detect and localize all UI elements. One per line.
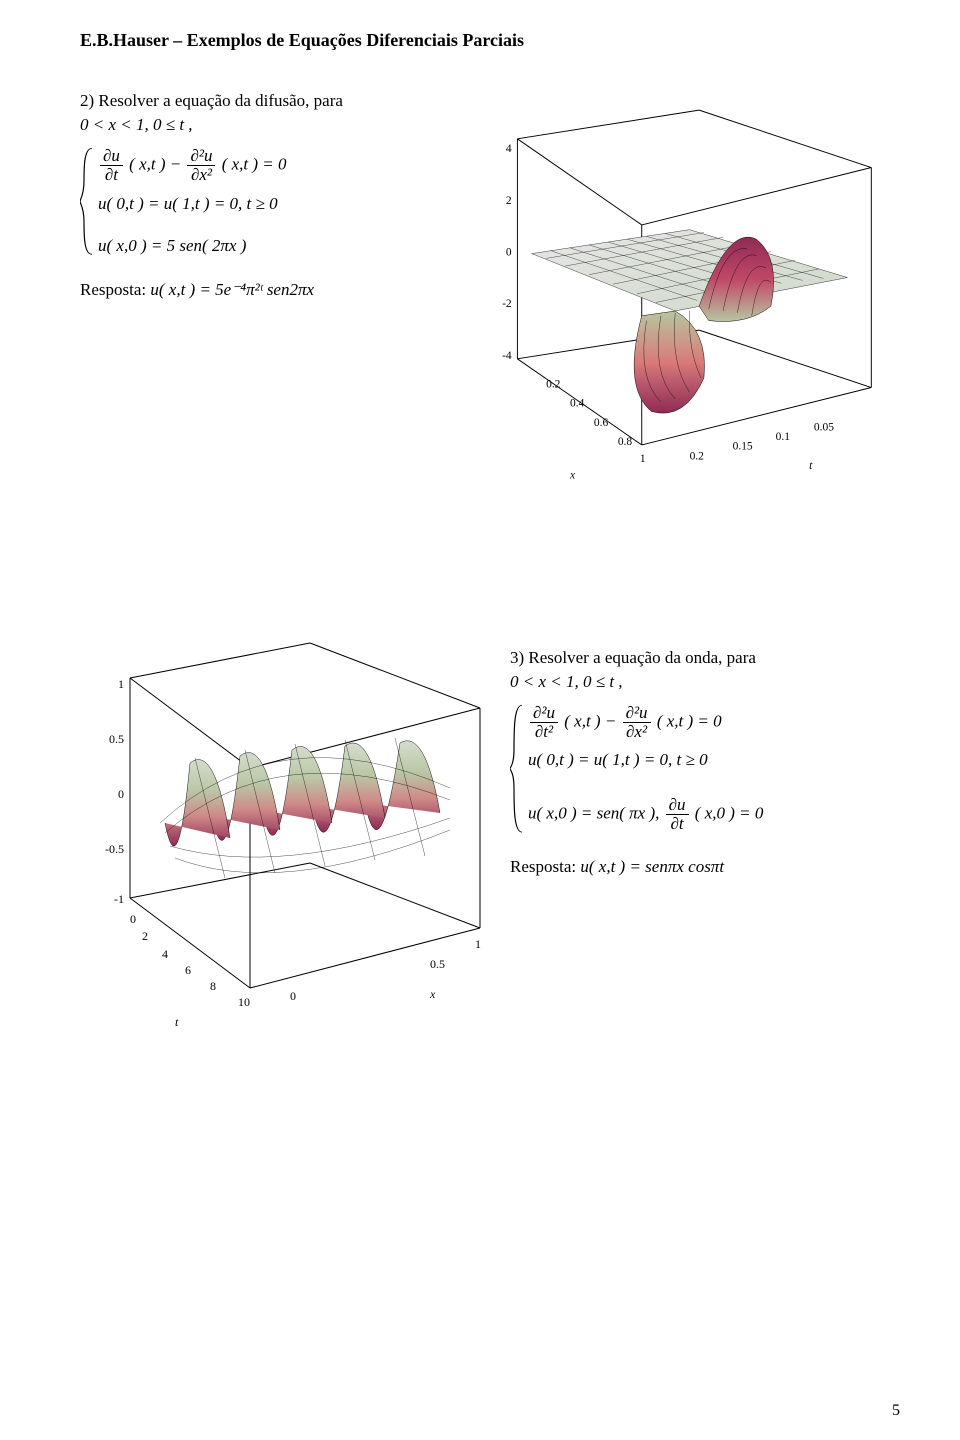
- svg-text:0: 0: [130, 912, 136, 926]
- fraction: ∂²u ∂x²: [623, 704, 651, 741]
- denominator: ∂t: [100, 166, 123, 184]
- brace-icon: [510, 704, 524, 833]
- problem-3-ic: u( x,0 ) = sen( πx ), ∂u ∂t ( x,0 ) = 0: [528, 796, 900, 833]
- page-header: E.B.Hauser – Exemplos de Equações Difere…: [80, 30, 900, 51]
- surface-plot-1: 4 2 0 -2 -4: [460, 91, 900, 493]
- svg-text:0: 0: [290, 989, 296, 1003]
- svg-text:t: t: [175, 1015, 179, 1029]
- problem-2-system: ∂u ∂t ( x,t ) − ∂²u ∂x² ( x,t ) = 0 u( 0…: [80, 147, 460, 256]
- numerator: ∂u: [666, 796, 689, 815]
- svg-text:-4: -4: [502, 350, 512, 362]
- problem-3-title: 3) Resolver a equação da onda, para: [510, 648, 900, 668]
- svg-text:0: 0: [118, 787, 124, 801]
- problem-3-plot: 1 0.5 0 -0.5 -1: [80, 618, 510, 1043]
- svg-text:4: 4: [162, 947, 168, 961]
- svg-text:0.15: 0.15: [733, 441, 753, 453]
- denominator: ∂x²: [623, 723, 651, 741]
- svg-text:2: 2: [142, 929, 148, 943]
- problem-2-bc: u( 0,t ) = u( 1,t ) = 0, t ≥ 0: [98, 194, 460, 214]
- problem-3-response: Resposta: u( x,t ) = senπx cosπt: [510, 857, 900, 877]
- svg-text:0.5: 0.5: [430, 957, 445, 971]
- svg-text:10: 10: [238, 995, 250, 1009]
- math-text: ( x,t ) −: [129, 154, 181, 173]
- problem-2-row: 2) Resolver a equação da difusão, para 0…: [80, 91, 900, 498]
- fraction: ∂²u ∂t²: [530, 704, 558, 741]
- svg-text:0: 0: [506, 247, 512, 259]
- svg-text:0.5: 0.5: [109, 732, 124, 746]
- page-number: 5: [892, 1402, 900, 1420]
- numerator: ∂u: [100, 147, 123, 166]
- problem-2-ic: u( x,0 ) = 5 sen( 2πx ): [98, 236, 460, 256]
- svg-text:2: 2: [506, 195, 512, 207]
- response-label: Resposta:: [510, 857, 580, 876]
- problem-3-bc: u( 0,t ) = u( 1,t ) = 0, t ≥ 0: [528, 750, 900, 770]
- svg-text:6: 6: [185, 963, 191, 977]
- svg-text:x: x: [569, 469, 575, 481]
- svg-text:-2: -2: [502, 298, 512, 310]
- numerator: ∂²u: [187, 147, 215, 166]
- problem-3-pde: ∂²u ∂t² ( x,t ) − ∂²u ∂x² ( x,t ) = 0: [528, 704, 900, 741]
- svg-text:0.2: 0.2: [546, 379, 561, 391]
- denominator: ∂t: [666, 815, 689, 833]
- problem-2-response: Resposta: u( x,t ) = 5e⁻⁴π²ᵗ sen2πx: [80, 280, 460, 300]
- math-text: ( x,t ) −: [564, 711, 616, 730]
- svg-text:-1: -1: [114, 892, 124, 906]
- problem-3-text: 3) Resolver a equação da onda, para 0 < …: [510, 618, 900, 877]
- svg-text:1: 1: [475, 937, 481, 951]
- problem-2-pde: ∂u ∂t ( x,t ) − ∂²u ∂x² ( x,t ) = 0: [98, 147, 460, 184]
- svg-text:1: 1: [118, 677, 124, 691]
- denominator: ∂x²: [187, 166, 215, 184]
- svg-text:1: 1: [640, 453, 646, 465]
- problem-2-plot: 4 2 0 -2 -4: [460, 91, 900, 498]
- problem-3-domain: 0 < x < 1, 0 ≤ t ,: [510, 672, 900, 692]
- svg-text:0.1: 0.1: [776, 431, 791, 443]
- svg-text:x: x: [429, 987, 436, 1001]
- svg-text:8: 8: [210, 979, 216, 993]
- problem-2-title: 2) Resolver a equação da difusão, para: [80, 91, 460, 111]
- problem-2-text: 2) Resolver a equação da difusão, para 0…: [80, 91, 460, 300]
- svg-text:0.4: 0.4: [570, 398, 585, 410]
- math-text: ( x,t ) = 0: [657, 711, 722, 730]
- svg-text:t: t: [809, 460, 813, 472]
- problem-3-system: ∂²u ∂t² ( x,t ) − ∂²u ∂x² ( x,t ) = 0 u(…: [510, 704, 900, 833]
- svg-text:4: 4: [506, 143, 512, 155]
- denominator: ∂t²: [530, 723, 558, 741]
- math-text: ( x,t ) = 0: [222, 154, 287, 173]
- surface-plot-2: 1 0.5 0 -0.5 -1: [80, 618, 510, 1038]
- svg-text:0.05: 0.05: [814, 422, 834, 434]
- page: E.B.Hauser – Exemplos de Equações Difere…: [0, 0, 960, 1440]
- fraction: ∂u ∂t: [100, 147, 123, 184]
- brace-icon: [80, 147, 94, 256]
- response-label: Resposta:: [80, 280, 150, 299]
- numerator: ∂²u: [623, 704, 651, 723]
- fraction: ∂u ∂t: [666, 796, 689, 833]
- svg-text:-0.5: -0.5: [105, 842, 124, 856]
- fraction: ∂²u ∂x²: [187, 147, 215, 184]
- svg-text:0.8: 0.8: [618, 436, 633, 448]
- math-text: u( x,0 ) = sen( πx ),: [528, 804, 664, 823]
- math-text: ( x,0 ) = 0: [695, 804, 764, 823]
- response-math: u( x,t ) = senπx cosπt: [580, 857, 724, 876]
- numerator: ∂²u: [530, 704, 558, 723]
- response-math: u( x,t ) = 5e⁻⁴π²ᵗ sen2πx: [150, 280, 314, 299]
- problem-2-domain: 0 < x < 1, 0 ≤ t ,: [80, 115, 460, 135]
- svg-text:0.2: 0.2: [690, 450, 705, 462]
- problem-3-row: 1 0.5 0 -0.5 -1: [80, 618, 900, 1043]
- svg-text:0.6: 0.6: [594, 417, 609, 429]
